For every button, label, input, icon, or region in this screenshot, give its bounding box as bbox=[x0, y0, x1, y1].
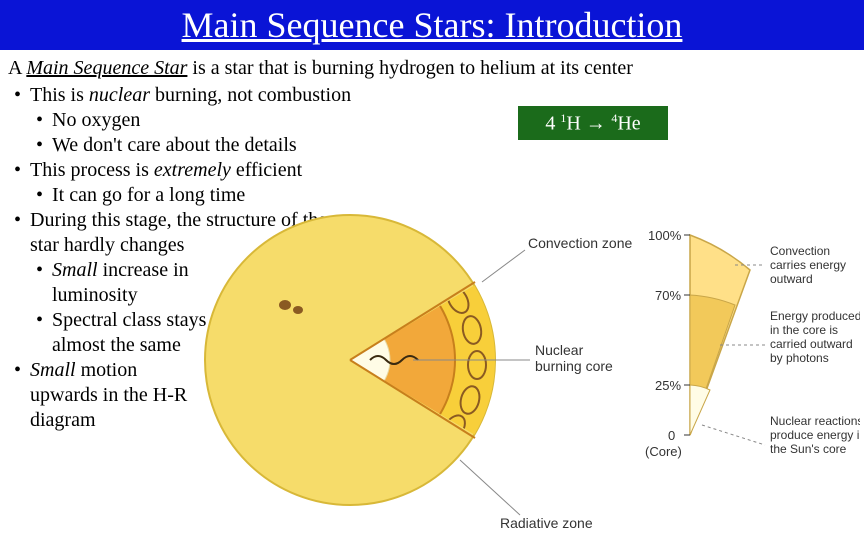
bullet-no-oxygen: No oxygen bbox=[8, 108, 856, 133]
intro-suffix: is a star that is burning hydrogen to he… bbox=[187, 57, 632, 79]
annotation-nuclear: Nuclear reactions produce energy in the … bbox=[770, 414, 860, 456]
intro-term: Main Sequence Star bbox=[26, 57, 187, 79]
star-diagram: Convection zone Nuclear burning core Rad… bbox=[190, 210, 860, 540]
label-radiative-zone: Radiative zone bbox=[500, 515, 593, 531]
sunspot-icon bbox=[293, 306, 303, 314]
label-nuclear-core: Nuclear burning core bbox=[535, 342, 613, 374]
scale-0: 0 bbox=[668, 428, 675, 443]
bullet-details: We don't care about the details bbox=[8, 133, 856, 158]
bullet-long-time: It can go for a long time bbox=[8, 183, 856, 208]
bullet-nuclear: This is nuclear burning, not combustion bbox=[8, 83, 856, 108]
scale-core: (Core) bbox=[645, 444, 682, 459]
annotation-photons: Energy produced in the core is carried o… bbox=[770, 309, 860, 365]
title-bar: Main Sequence Stars: Introduction bbox=[0, 0, 864, 50]
scale-wedge bbox=[684, 235, 750, 435]
page-title: Main Sequence Stars: Introduction bbox=[182, 4, 683, 46]
reaction-text: 4 1H → 4He bbox=[545, 111, 640, 136]
bullet-hr-motion: Small motion upwards in the H-R diagram bbox=[8, 358, 208, 433]
scale-25: 25% bbox=[655, 378, 681, 393]
reaction-box: 4 1H → 4He bbox=[518, 106, 668, 140]
sunspot-icon bbox=[279, 300, 291, 310]
annotation-convection: Convection carries energy outward bbox=[770, 244, 849, 286]
label-convection-zone: Convection zone bbox=[528, 235, 633, 251]
intro-line: A Main Sequence Star is a star that is b… bbox=[8, 56, 856, 81]
bullet-spectral: Spectral class stays almost the same bbox=[8, 308, 208, 358]
scale-100: 100% bbox=[648, 228, 682, 243]
bullet-efficient: This process is extremely efficient bbox=[8, 158, 856, 183]
intro-prefix: A bbox=[8, 57, 26, 79]
scale-70: 70% bbox=[655, 288, 681, 303]
